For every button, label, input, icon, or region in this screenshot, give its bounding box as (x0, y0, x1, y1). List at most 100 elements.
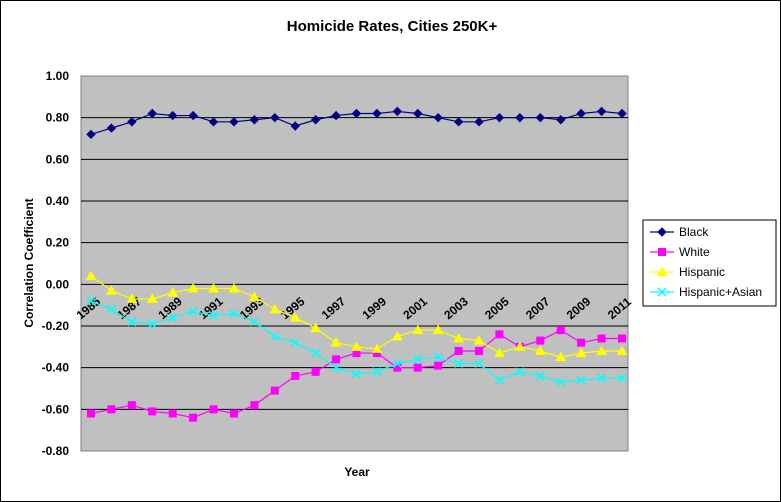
data-point (310, 322, 322, 333)
data-point (453, 117, 464, 127)
legend-entry: Hispanic+Asian (650, 285, 762, 299)
series-hispanic-asian (86, 296, 627, 387)
data-point (536, 336, 545, 345)
data-point (475, 347, 484, 355)
data-point (617, 373, 627, 383)
data-point (535, 112, 546, 123)
data-point (392, 358, 402, 369)
data-point (290, 338, 300, 348)
data-point (351, 108, 362, 119)
data-point (127, 317, 137, 327)
data-point (372, 367, 382, 377)
legend-marker (656, 266, 668, 276)
y-tick-label: 0.80 (46, 111, 70, 125)
legend-label: Hispanic (679, 265, 725, 279)
legend-label: Black (679, 225, 709, 239)
data-point (514, 341, 526, 351)
data-point (331, 110, 341, 121)
data-point (249, 115, 260, 125)
data-point (412, 324, 424, 335)
data-point (473, 335, 485, 345)
data-point (597, 334, 606, 343)
data-point (391, 330, 403, 341)
data-point (86, 296, 96, 306)
data-point (494, 347, 505, 358)
data-point (187, 282, 199, 293)
data-point (188, 110, 198, 121)
data-point (515, 367, 525, 377)
data-point (249, 317, 259, 327)
data-point (148, 407, 157, 416)
data-point (616, 345, 628, 355)
data-point (269, 303, 281, 314)
data-point (515, 112, 525, 123)
data-point (86, 129, 96, 140)
data-point (311, 367, 320, 376)
data-point (107, 405, 116, 414)
data-point (209, 311, 219, 321)
data-point (332, 355, 341, 364)
data-point (555, 351, 567, 362)
data-point (494, 112, 505, 123)
data-point (229, 117, 239, 127)
data-point (575, 347, 587, 358)
y-tick-label: -0.40 (42, 361, 70, 375)
y-axis-title: Correlation Coefficient (22, 198, 36, 327)
series-hispanic (85, 270, 628, 362)
data-point (372, 108, 382, 119)
data-point (106, 304, 116, 314)
y-tick-label: -0.80 (42, 444, 70, 458)
data-point (146, 293, 158, 303)
data-point (147, 108, 157, 119)
data-point (289, 312, 301, 322)
data-point (270, 331, 280, 341)
data-point (167, 287, 179, 297)
data-point (577, 338, 586, 347)
data-point (168, 409, 177, 418)
data-point (556, 115, 566, 125)
legend-label: Hispanic+Asian (679, 285, 762, 299)
data-point (618, 334, 626, 343)
data-point (127, 117, 137, 127)
data-point (494, 375, 504, 385)
series-white (87, 326, 626, 422)
data-point (495, 330, 504, 339)
data-point (617, 108, 627, 119)
y-tick-label: 0.40 (46, 194, 70, 208)
data-point (392, 106, 403, 117)
plot-area (80, 75, 629, 452)
series-black (86, 106, 627, 140)
y-tick-label: 0.00 (46, 277, 70, 291)
data-point (87, 409, 95, 418)
data-point (351, 341, 362, 351)
legend: Black White Hispanic Hispanic+Asian (642, 219, 777, 307)
data-point (209, 405, 218, 414)
data-point (433, 112, 443, 123)
y-axis-tick-labels: 1.00 0.80 0.60 0.40 0.20 0.00 -0.20 -0.40 -0.60 -… (42, 69, 70, 458)
data-point (250, 401, 259, 410)
data-point (330, 337, 342, 347)
data-point (167, 110, 178, 121)
data-point (311, 348, 321, 358)
data-point (290, 121, 300, 131)
y-tick-label: -0.60 (42, 402, 70, 416)
data-point (208, 282, 219, 293)
data-point (189, 413, 198, 422)
data-point (228, 282, 240, 293)
legend-label: White (679, 245, 710, 259)
data-point (453, 332, 464, 343)
data-point (413, 363, 422, 372)
data-point (413, 108, 423, 119)
data-point (291, 372, 300, 380)
data-point (535, 371, 545, 381)
data-point (596, 106, 607, 117)
legend-marker (657, 227, 667, 237)
chart-title: Homicide Rates, Cities 250K+ (287, 18, 498, 35)
data-point (270, 386, 279, 395)
data-point (432, 324, 444, 335)
data-point (434, 361, 443, 370)
x-axis-title: Year (344, 465, 370, 479)
y-tick-label: 0.60 (46, 152, 70, 166)
data-point (147, 319, 157, 329)
y-tick-label: 0.20 (46, 236, 70, 250)
